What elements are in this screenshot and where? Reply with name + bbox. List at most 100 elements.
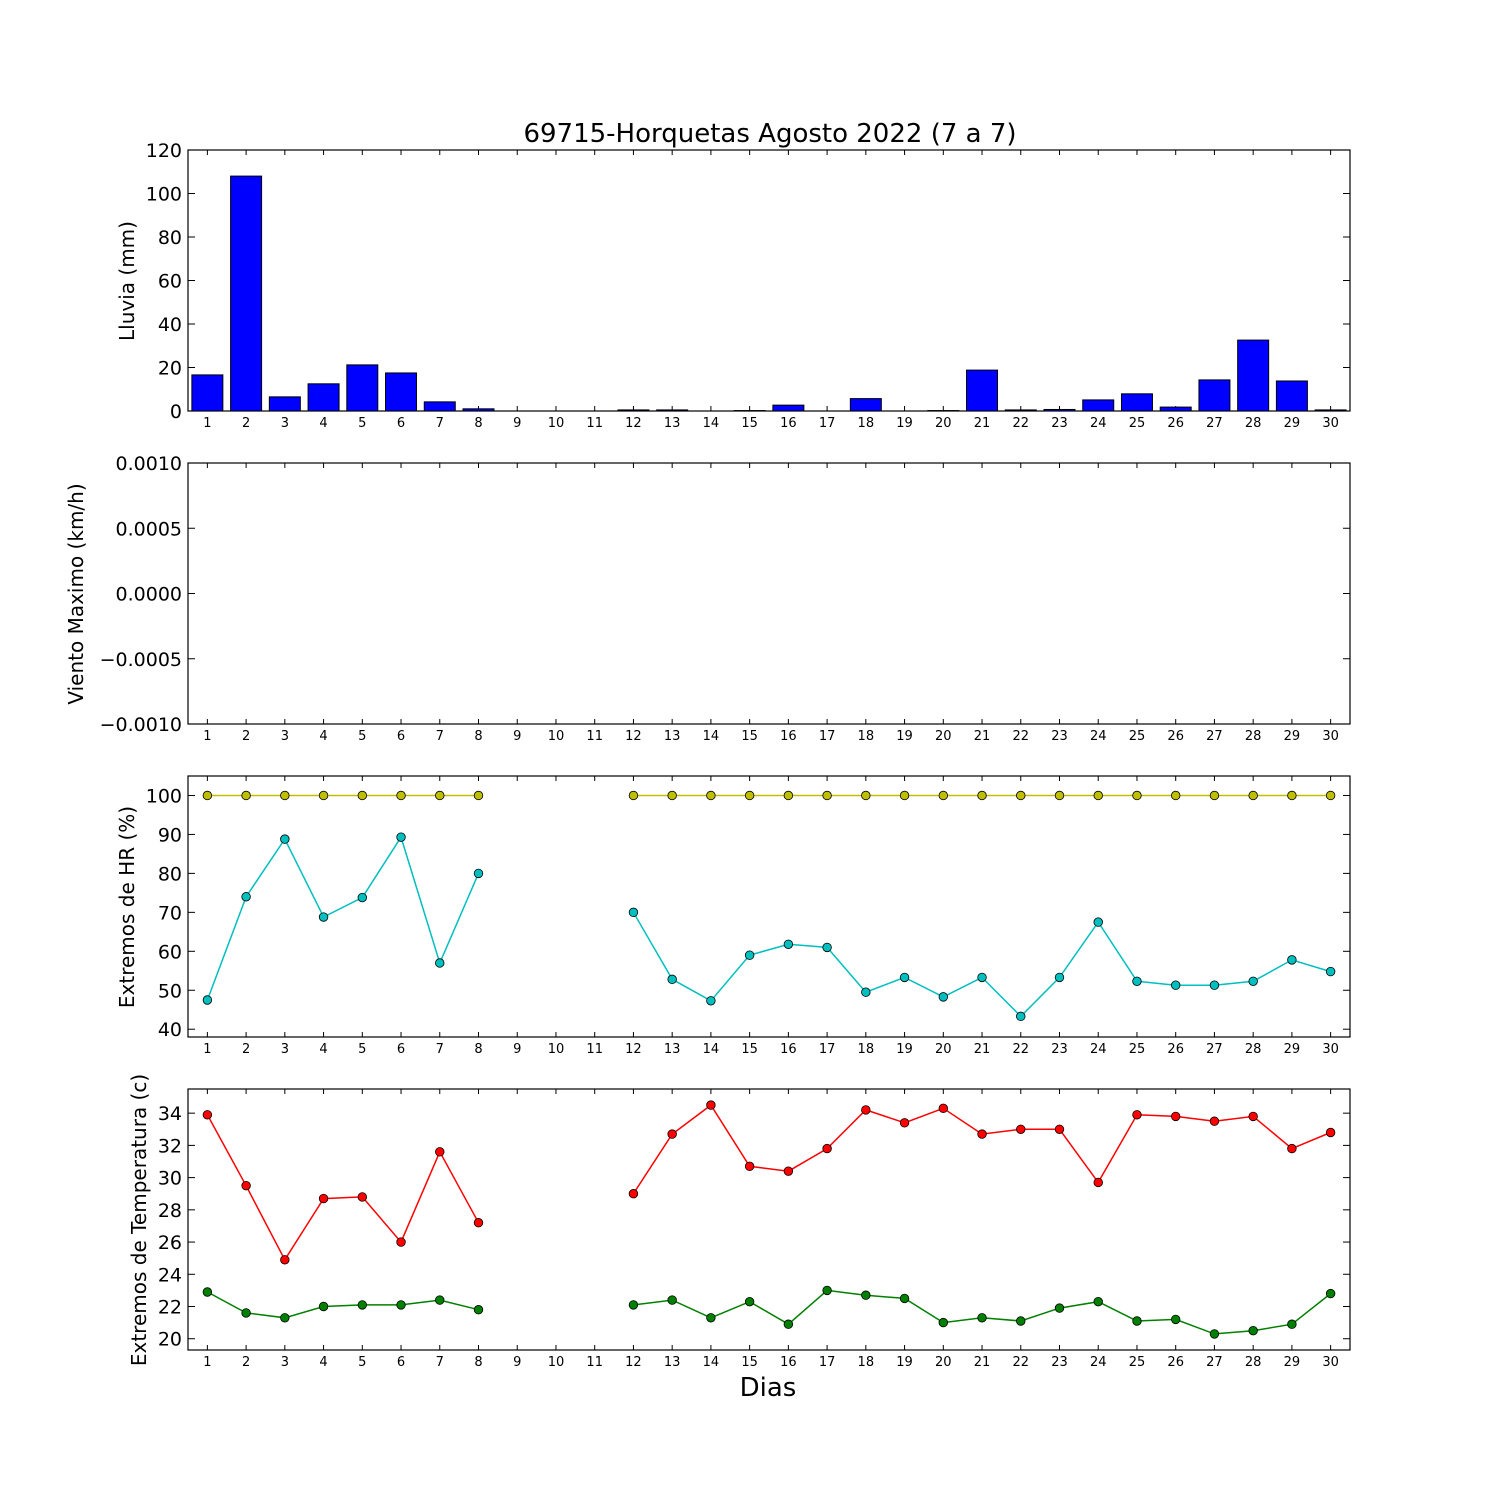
wind-xtick-label: 2 <box>242 729 250 744</box>
rainfall-xtick-label: 11 <box>586 416 603 431</box>
rainfall-bar <box>268 396 301 412</box>
humidity-series-1-point <box>1093 917 1103 927</box>
temperature-series-0-line <box>632 1104 1331 1195</box>
rainfall-xtick-label: 8 <box>474 416 482 431</box>
temperature-series-1-point <box>1170 1314 1181 1325</box>
humidity-series-1-point <box>1209 980 1220 990</box>
wind-xtick-label: 20 <box>935 729 952 744</box>
wind-ytick-label: 0.0005 <box>116 518 182 540</box>
temperature-series-0-point <box>1209 1116 1220 1126</box>
panel-max-wind: 1 2 3 4 5 6 7 8 9 10 11 12 13 14 15 16 17 18 19 20 21 22 23 24 2… <box>64 453 1351 744</box>
rainfall-xtick-label: 9 <box>513 416 521 431</box>
humidity-ytick-label: 50 <box>158 980 182 1002</box>
rainfall-xtick-label: 10 <box>548 416 565 431</box>
rainfall-xtick-label: 6 <box>397 416 405 431</box>
rainfall-bar <box>1198 379 1231 412</box>
temperature-xtick-label: 13 <box>664 1355 681 1370</box>
temperature-xtick-label: 5 <box>358 1355 366 1370</box>
humidity-series-0-point <box>1132 790 1142 801</box>
rainfall-xtick-label: 7 <box>436 416 444 431</box>
temperature-xtick-label: 25 <box>1129 1355 1146 1370</box>
rainfall-xtick-label: 24 <box>1090 416 1107 431</box>
humidity-series-0-point <box>473 790 484 801</box>
temperature-series-1-point <box>1287 1319 1297 1329</box>
rainfall-bar <box>1004 409 1037 412</box>
wind-ytick-label: −0.0010 <box>100 714 182 736</box>
temperature-series-1-point <box>938 1317 949 1328</box>
temperature-series-0-point <box>1016 1124 1026 1134</box>
humidity-series-1-point <box>822 942 832 953</box>
temperature-ylabel: Extremos de Temperatura (c) <box>127 1074 151 1366</box>
humidity-xtick-label: 6 <box>397 1042 405 1057</box>
humidity-series-0-point <box>1209 790 1220 801</box>
humidity-xtick-label: 17 <box>819 1042 836 1057</box>
humidity-xtick-label: 18 <box>858 1042 875 1057</box>
humidity-xtick-label: 27 <box>1206 1042 1223 1057</box>
humidity-series-1-point <box>396 832 406 842</box>
temperature-xtick-label: 26 <box>1167 1355 1184 1370</box>
rainfall-ytick-label: 100 <box>146 184 182 206</box>
temperature-xtick-label: 24 <box>1090 1355 1107 1370</box>
rainfall-xtick-label: 18 <box>858 416 875 431</box>
humidity-series-0-point <box>783 790 794 801</box>
temperature-ytick-label: 30 <box>158 1168 182 1190</box>
panel-rainfall: 1 2 3 4 5 6 7 8 9 10 11 12 13 14 15 16 17 18 19 20 21 22 23 24 2… <box>115 140 1351 431</box>
humidity-series-0-point <box>1093 790 1103 801</box>
humidity-series-1-point <box>318 912 329 922</box>
rainfall-xtick-label: 3 <box>281 416 289 431</box>
panel-humidity: 1 2 3 4 5 6 7 8 9 10 11 12 13 14 15 16 17 18 19 20 21 22 23 24 2… <box>115 775 1351 1057</box>
humidity-series-1-line <box>206 835 480 1001</box>
temperature-series-0-point <box>899 1118 910 1128</box>
rainfall-xtick-label: 27 <box>1206 416 1223 431</box>
humidity-xtick-label: 10 <box>548 1042 565 1057</box>
wind-xtick-label: 4 <box>319 729 327 744</box>
temperature-series-1-point <box>706 1313 716 1323</box>
wind-xtick-label: 18 <box>858 729 875 744</box>
rainfall-bar <box>462 408 495 412</box>
rainfall-bar <box>772 404 805 412</box>
rainfall-xtick-label: 12 <box>625 416 642 431</box>
humidity-series-0-point <box>977 790 987 801</box>
temperature-series-0-point <box>938 1103 949 1114</box>
temperature-series-0-point <box>473 1218 484 1228</box>
temperature-series-1-point <box>783 1319 794 1329</box>
humidity-series-1-line <box>632 911 1331 1018</box>
humidity-series-1-point <box>202 995 213 1005</box>
rainfall-xtick-label: 26 <box>1167 416 1184 431</box>
humidity-series-0-point <box>202 790 213 801</box>
temperature-xtick-label: 30 <box>1322 1355 1339 1370</box>
humidity-xtick-label: 5 <box>358 1042 366 1057</box>
rainfall-xtick-label: 17 <box>819 416 836 431</box>
wind-ylabel: Viento Maximo (km/h) <box>64 483 88 704</box>
humidity-series-1-point <box>744 950 755 960</box>
temperature-series-1-point <box>1132 1316 1142 1326</box>
humidity-ytick-label: 70 <box>158 902 182 924</box>
temperature-xtick-label: 28 <box>1245 1355 1262 1370</box>
humidity-axis-layer: 1 2 3 4 5 6 7 8 9 10 11 12 13 14 15 16 17 18 19 20 21 22 23 24 2… <box>146 775 1351 1057</box>
temperature-xtick-label: 21 <box>974 1355 991 1370</box>
humidity-xtick-label: 15 <box>741 1042 758 1057</box>
wind-ytick-label: 0.0010 <box>116 453 182 475</box>
temperature-series-1-point <box>1248 1325 1258 1336</box>
temperature-ytick-label: 22 <box>158 1297 182 1319</box>
humidity-xtick-label: 11 <box>586 1042 603 1057</box>
temperature-axis-layer: 1 2 3 4 5 6 7 8 9 10 11 12 13 14 15 16 17 18 19 20 21 22 23 24 2… <box>158 1088 1351 1370</box>
humidity-xtick-label: 28 <box>1245 1042 1262 1057</box>
rainfall-bar <box>1159 406 1192 412</box>
humidity-series-0-point <box>396 790 406 801</box>
temperature-xtick-label: 11 <box>586 1355 603 1370</box>
figure-title: 69715-Horquetas Agosto 2022 (7 a 7) <box>523 119 1016 149</box>
rainfall-bar <box>423 401 456 412</box>
humidity-series-1-point <box>706 996 716 1006</box>
humidity-xtick-label: 2 <box>242 1042 250 1057</box>
wind-axis-layer: 1 2 3 4 5 6 7 8 9 10 11 12 13 14 15 16 17 18 19 20 21 22 23 24 2… <box>100 453 1351 744</box>
temperature-series-0-point <box>1248 1111 1258 1122</box>
rainfall-xtick-label: 25 <box>1129 416 1146 431</box>
temperature-series-0-point <box>822 1143 832 1154</box>
humidity-xtick-label: 1 <box>203 1042 211 1057</box>
humidity-ytick-label: 40 <box>158 1019 182 1041</box>
rainfall-bar <box>849 398 882 412</box>
temperature-series-1-point <box>435 1295 445 1305</box>
temperature-series-0-point <box>783 1166 794 1176</box>
wind-xtick-label: 13 <box>664 729 681 744</box>
